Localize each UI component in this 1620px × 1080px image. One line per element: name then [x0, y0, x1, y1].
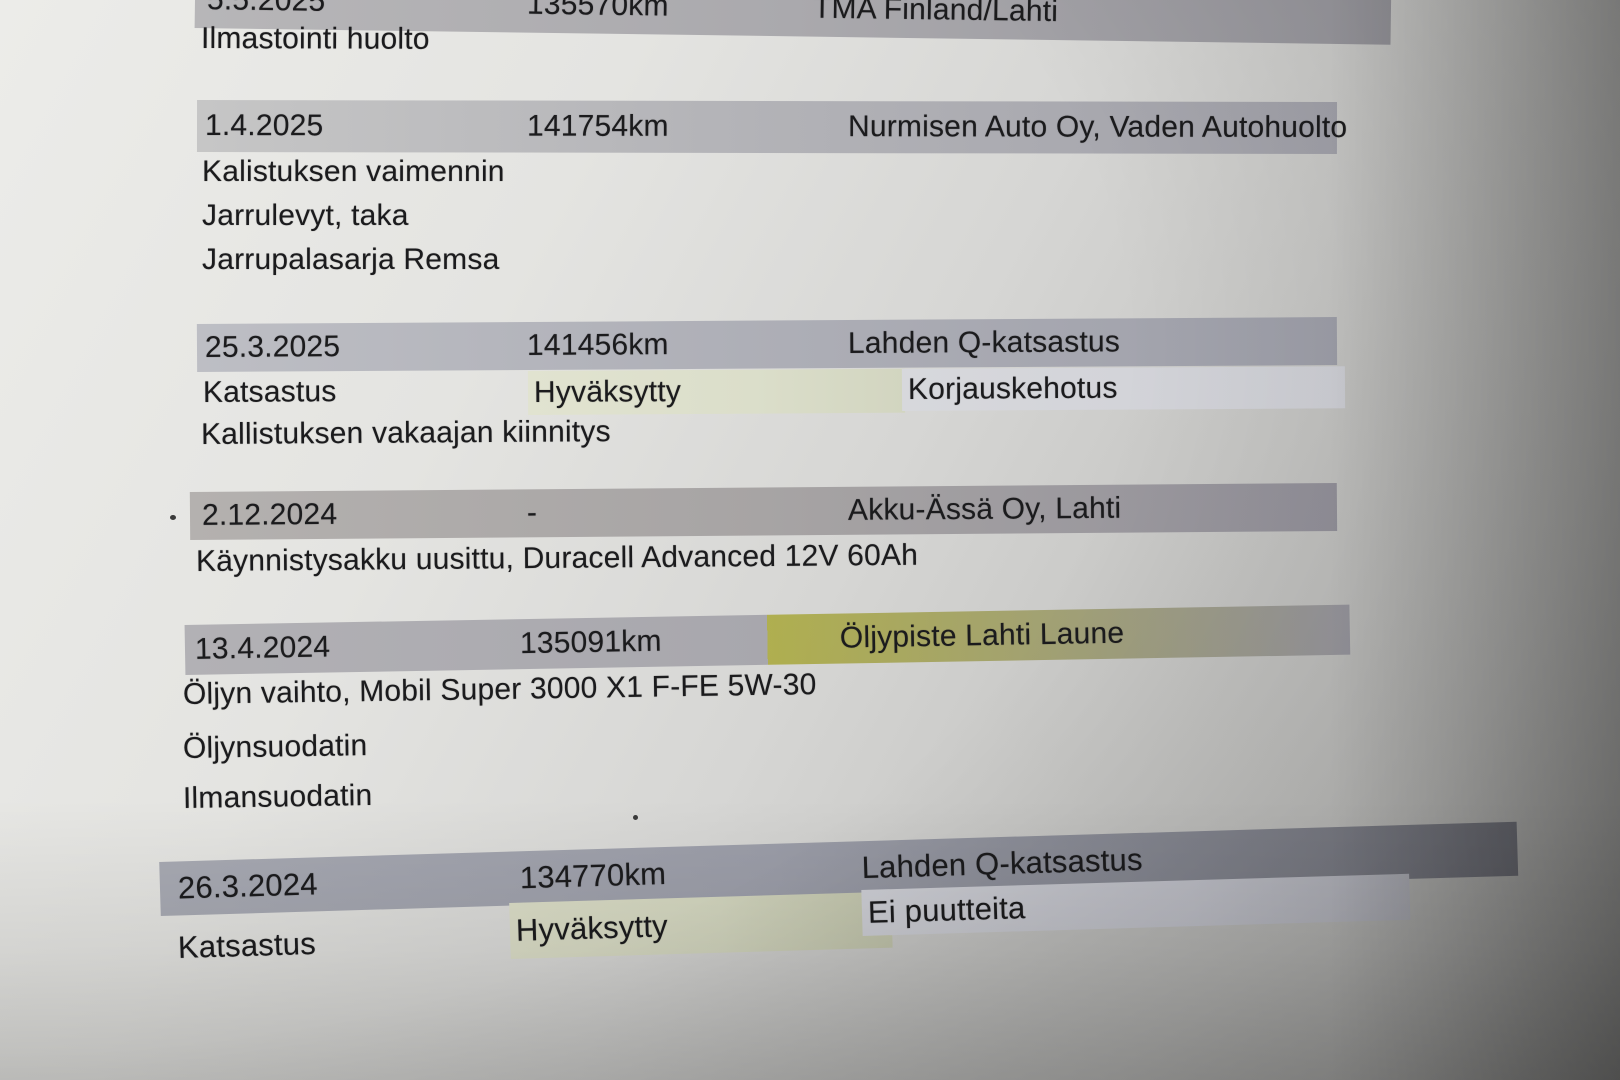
status-result: Hyväksytty — [533, 375, 682, 409]
entry-date: 1.4.2025 — [204, 109, 324, 143]
entry-header-bar: 1.4.2025 141754km Nurmisen Auto Oy, Vade… — [196, 100, 1347, 154]
entry-date: 2.12.2024 — [201, 497, 338, 532]
entry-header-bar: 25.3.2025 141456km Lahden Q-katsastus — [196, 317, 1338, 372]
status-result-highlight: Hyväksytty — [527, 368, 906, 415]
entry-detail-line: Jarrupalasarja Remsa — [202, 243, 500, 276]
entry-date: 5.5.2025 — [206, 0, 326, 18]
entry-provider: Lahden Q-katsastus — [861, 841, 1144, 886]
status-label: Katsastus — [202, 375, 337, 409]
entry-km: 141754km — [526, 109, 669, 143]
entry-date: 13.4.2024 — [194, 630, 331, 666]
entry-km: 134770km — [519, 855, 667, 896]
status-result-highlight: Hyväksytty — [509, 891, 893, 959]
entry-detail-line: Öljyn vaihto, Mobil Super 3000 X1 F-FE 5… — [182, 668, 817, 711]
entry-header-bar: 2.12.2024 - Akku-Ässä Oy, Lahti — [189, 482, 1338, 540]
entry-detail-line: Ilmansuodatin — [182, 779, 373, 815]
entry-provider: TMA Finland/Lahti — [812, 0, 1059, 29]
paper-speck — [170, 515, 176, 520]
entry-detail-line: Ilmastointi huolto — [200, 22, 430, 56]
entry-provider: Nurmisen Auto Oy, Vaden Autohuolto — [847, 110, 1348, 145]
entry-provider: Öljypiste Lahti Laune — [839, 616, 1125, 655]
entry-detail-line: Kalistuksen vaimennin — [202, 155, 505, 188]
entry-km: - — [526, 496, 538, 530]
entry-km: 135091km — [519, 624, 662, 661]
status-note: Ei puutteita — [867, 890, 1026, 930]
entry-detail-line: Käynnistysakku uusittu, Duracell Advance… — [195, 538, 919, 578]
entry-provider: Lahden Q-katsastus — [847, 325, 1121, 361]
entry-detail-line: Kallistuksen vakaajan kiinnitys — [200, 415, 611, 451]
entry-provider: Akku-Ässä Oy, Lahti — [847, 491, 1122, 527]
entry-detail-line: Jarrulevyt, taka — [202, 199, 409, 232]
status-result: Hyväksytty — [515, 908, 669, 948]
entry-date: 25.3.2025 — [204, 330, 341, 364]
status-note: Korjauskehotus — [907, 371, 1118, 406]
status-note-highlight: Korjauskehotus — [901, 366, 1346, 411]
entry-detail-line: Öljynsuodatin — [182, 729, 368, 765]
status-label: Katsastus — [177, 925, 317, 965]
entry-date: 26.3.2024 — [177, 866, 319, 906]
entry-km: 135570km — [526, 0, 669, 23]
entry-header-bar: 13.4.2024 135091km Öljypiste Lahti Laune — [184, 604, 1351, 675]
entry-km: 141456km — [526, 328, 669, 362]
paper-speck — [633, 815, 638, 820]
